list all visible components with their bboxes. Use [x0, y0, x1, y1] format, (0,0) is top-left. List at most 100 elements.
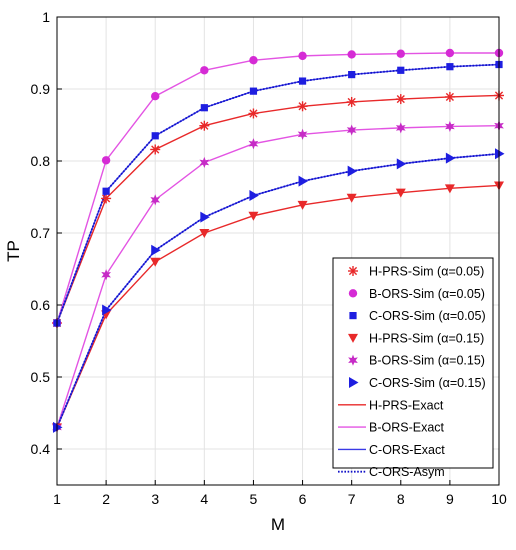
data-point-b-ors-sim-a005: [347, 50, 356, 59]
data-point-h-prs-sim-a005: [199, 120, 210, 131]
legend-label: B-ORS-Sim (α=0.15): [369, 354, 485, 368]
data-point-b-ors-sim-a005: [200, 66, 209, 75]
legend-entry: C-ORS-Sim (α=0.05): [349, 309, 486, 323]
data-point-c-ors-sim-a015: [347, 165, 358, 177]
y-tick-label: 0.5: [31, 369, 51, 385]
data-point-c-ors-sim-a005: [348, 71, 356, 79]
legend-label: C-ORS-Asym: [369, 465, 445, 479]
data-point-c-ors-sim-a015: [396, 158, 407, 170]
x-tick-label: 5: [250, 491, 258, 507]
data-point-b-ors-sim-a015: [248, 138, 259, 150]
legend-label: C-ORS-Sim (α=0.05): [369, 309, 486, 323]
x-tick-label: 7: [348, 491, 356, 507]
axis-ticks: 1 2 3 4 5 6 7 8 9 10 0.4 0.5 0.6 0.7 0.8 0.9 1: [31, 9, 507, 507]
x-tick-label: 6: [299, 491, 307, 507]
y-tick-label: 0.7: [31, 225, 51, 241]
data-point-c-ors-sim-a015: [495, 148, 505, 160]
data-point-h-prs-sim-a015: [346, 193, 357, 203]
data-point-h-prs-sim-a015: [150, 257, 161, 267]
x-axis-label: M: [271, 515, 285, 534]
legend-box: [332, 257, 494, 469]
legend-entry: B-ORS-Sim (α=0.15): [348, 354, 485, 368]
legend-label: C-ORS-Sim (α=0.15): [369, 376, 486, 390]
legend-marker: [348, 266, 358, 276]
data-point-h-prs-sim-a005: [101, 193, 112, 204]
data-point-h-prs-sim-a015: [395, 188, 406, 198]
legend-marker: [348, 333, 358, 343]
x-tick-label: 9: [446, 491, 454, 507]
data-point-b-ors-sim-a005: [298, 51, 307, 61]
h-prs-exact-line: [56, 94, 500, 324]
data-point-c-ors-sim-a015: [298, 175, 309, 187]
data-point-h-prs-sim-a005: [444, 91, 455, 102]
data-point-c-ors-sim-a005: [249, 87, 258, 95]
legend-marker: [348, 354, 358, 366]
data-point-h-prs-sim-a015: [297, 200, 308, 210]
data-point-b-ors-sim-a005: [151, 92, 160, 101]
data-point-c-ors-sim-a015: [445, 152, 456, 164]
b-ors-exact-line: [56, 52, 499, 324]
legend-entry: C-ORS-Sim (α=0.15): [349, 376, 486, 390]
c-ors-asym-line: [56, 152, 500, 428]
legend-entry: H-PRS-Exact: [338, 398, 444, 412]
series-lines: [56, 52, 500, 428]
legend-label: C-ORS-Exact: [369, 443, 445, 457]
y-tick-label: 0.4: [31, 441, 51, 457]
x-tick-label: 1: [53, 491, 61, 507]
legend-entry: C-ORS-Exact: [338, 443, 445, 457]
x-tick-label: 8: [397, 491, 405, 507]
y-tick-label: 0.8: [31, 153, 51, 169]
data-point-b-ors-sim-a015: [346, 124, 357, 136]
data-point-h-prs-sim-a015: [199, 229, 210, 238]
data-point-c-ors-sim-a005: [102, 187, 110, 195]
data-point-b-ors-sim-a015: [101, 269, 111, 281]
legend-label: H-PRS-Exact: [369, 398, 444, 412]
y-tick-label: 0.6: [31, 297, 51, 313]
data-point-h-prs-sim-a005: [395, 94, 406, 105]
b-ors-exact-line: [56, 125, 500, 428]
data-point-h-prs-sim-a015: [248, 211, 259, 221]
data-point-c-ors-sim-a015: [151, 244, 161, 256]
data-point-b-ors-sim-a015: [395, 122, 406, 134]
data-point-c-ors-sim-a005: [298, 77, 307, 85]
x-tick-label: 10: [491, 491, 507, 507]
x-tick-label: 2: [102, 491, 110, 507]
legend-label: H-PRS-Sim (α=0.05): [369, 265, 484, 279]
legend-entry: H-PRS-Sim (α=0.15): [348, 331, 484, 345]
data-point-b-ors-sim-a005: [249, 56, 258, 65]
data-point-b-ors-sim-a015: [150, 194, 161, 206]
legend-label: H-PRS-Sim (α=0.15): [369, 331, 484, 345]
legend-label: B-ORS-Sim (α=0.05): [369, 287, 485, 301]
legend-marker: [348, 289, 358, 298]
y-tick-label: 1: [42, 9, 50, 25]
data-point-c-ors-sim-a015: [200, 211, 210, 223]
plot-frame: [56, 16, 500, 486]
h-prs-exact-line: [56, 184, 500, 428]
data-point-c-ors-sim-a015: [53, 421, 63, 433]
data-point-b-ors-sim-a015: [199, 156, 210, 169]
data-point-c-ors-sim-a005: [200, 104, 208, 112]
data-point-c-ors-sim-a005: [397, 66, 405, 74]
data-point-h-prs-sim-a005: [150, 144, 161, 155]
x-tick-label: 3: [151, 491, 159, 507]
data-point-b-ors-sim-a015: [445, 120, 455, 133]
data-point-c-ors-sim-a015: [249, 190, 259, 202]
data-point-b-ors-sim-a005: [101, 156, 111, 165]
legend-marker: [349, 377, 359, 388]
legend-label: B-ORS-Exact: [369, 421, 445, 435]
legend: H-PRS-Sim (α=0.05) B-ORS-Sim (α=0.05) C-OR…: [332, 257, 494, 479]
data-point-c-ors-sim-a005: [151, 132, 159, 140]
data-point-b-ors-sim-a015: [297, 128, 308, 140]
y-axis-label: TP: [4, 240, 23, 262]
legend-entry: B-ORS-Exact: [338, 421, 445, 435]
c-ors-asym-line: [56, 63, 500, 324]
data-point-h-prs-sim-a015: [444, 184, 455, 194]
data-point-b-ors-sim-a005: [396, 49, 405, 58]
legend-entry: H-PRS-Sim (α=0.05): [348, 265, 484, 279]
data-point-h-prs-sim-a005: [346, 96, 357, 107]
data-point-c-ors-sim-a015: [102, 304, 112, 316]
data-point-b-ors-sim-a005: [445, 48, 455, 58]
legend-entry: B-ORS-Sim (α=0.05): [348, 287, 485, 301]
data-point-h-prs-sim-a005: [248, 108, 259, 119]
